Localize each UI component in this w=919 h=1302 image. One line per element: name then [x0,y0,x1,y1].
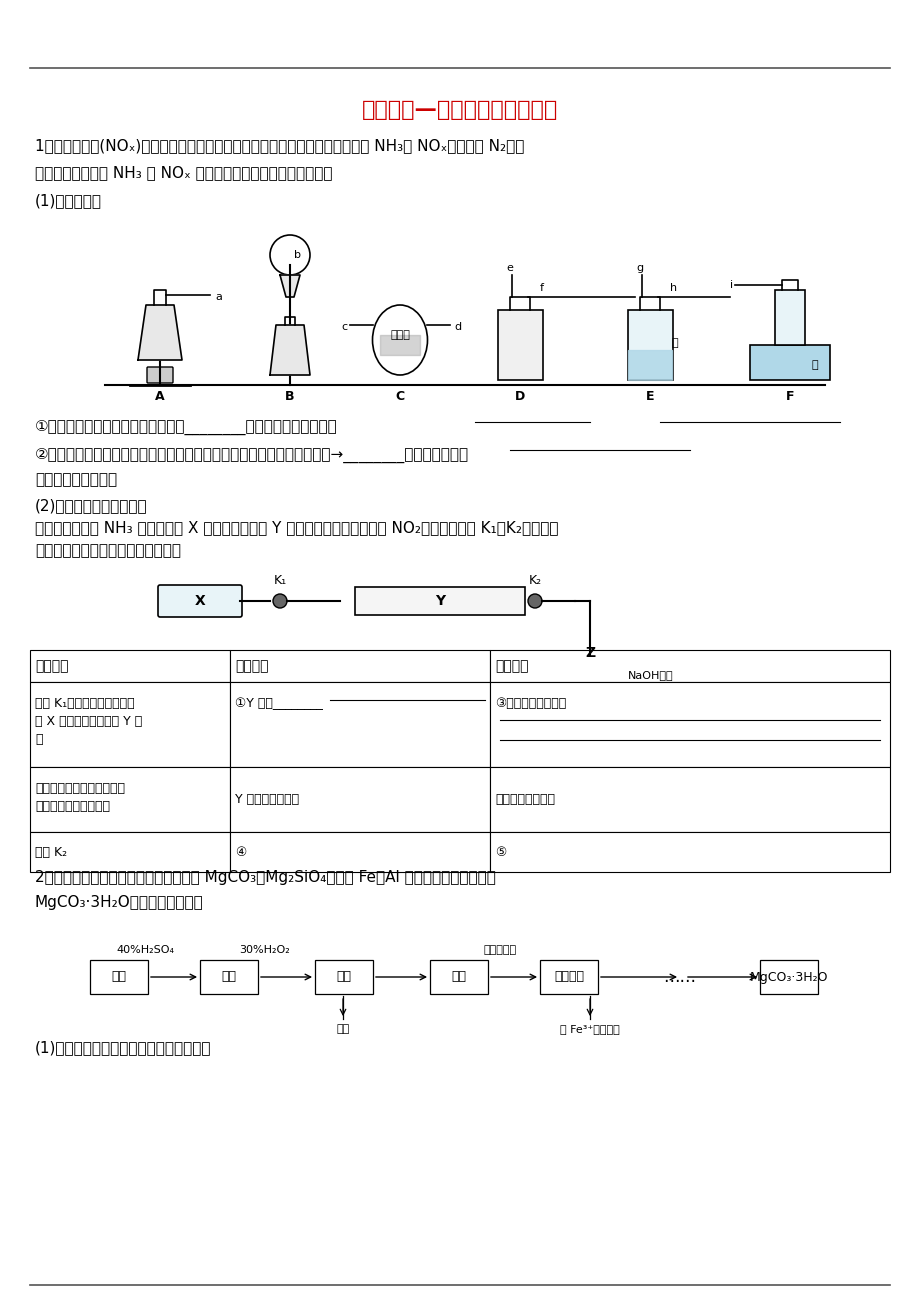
Bar [628,350,671,380]
Text: 滤渣: 滤渣 [336,1023,349,1034]
Text: 中: 中 [35,733,42,746]
Text: ②欲收集一瓶干燥的氨气，选择上图中的装置，其连接顺序为：发生装置→________（按气流方向，: ②欲收集一瓶干燥的氨气，选择上图中的装置，其连接顺序为：发生装置→_______… [35,448,469,464]
Text: 同学在实验室中对 NH₃ 与 NOₓ 反应进行了探究。回答下列问题：: 同学在实验室中对 NH₃ 与 NOₓ 反应进行了探究。回答下列问题： [35,165,332,180]
Circle shape [273,594,287,608]
Text: 有机萃取剂: 有机萃取剂 [482,945,516,954]
Text: 打开 K₁，推动注射器活塞，: 打开 K₁，推动注射器活塞， [35,697,134,710]
Text: MgCO₃·3H₂O。实验过程如下：: MgCO₃·3H₂O。实验过程如下： [35,894,203,910]
Bar [230,767,490,832]
Text: ……: …… [663,967,696,986]
Bar [230,832,490,872]
Text: 操作步骤: 操作步骤 [35,659,68,673]
Text: X: X [195,594,205,608]
Bar [774,290,804,345]
Text: C: C [395,391,404,404]
Bar [199,960,257,993]
Text: Y 管中有少量水珠: Y 管中有少量水珠 [234,793,299,806]
Bar [759,960,817,993]
Bar [628,350,673,380]
Bar [497,310,542,380]
Text: 1．氮的氧化物(NOₓ)是大气污染物之一，工业上在一定温度和催化剂条件下用 NH₃将 NOₓ还原生成 N₂。某: 1．氮的氧化物(NOₓ)是大气污染物之一，工业上在一定温度和催化剂条件下用 NH… [35,138,524,154]
Bar [490,832,889,872]
Text: 2．实验室以一种工业废渣（主要成分为 MgCO₃、Mg₂SiO₄和少量 Fe、Al 的氧化物）为原料制备: 2．实验室以一种工业废渣（主要成分为 MgCO₃、Mg₂SiO₄和少量 Fe、A… [35,870,495,885]
Text: 酸溶: 酸溶 [221,970,236,983]
Text: 使 X 中的气体缓慢通入 Y 管: 使 X 中的气体缓慢通入 Y 管 [35,715,142,728]
Bar [490,767,889,832]
Text: (1)氨气的制备: (1)氨气的制备 [35,193,102,208]
Text: ①氨气的发生装置可以选择上图中的________，反应的化学方程式为: ①氨气的发生装置可以选择上图中的________，反应的化学方程式为 [35,421,337,435]
Bar [230,682,490,767]
Bar [30,832,230,872]
Text: A: A [155,391,165,404]
Bar [560,655,624,695]
Circle shape [528,594,541,608]
Bar [30,682,230,767]
Text: d: d [453,322,460,332]
Text: 氧化: 氧化 [451,970,466,983]
Text: F: F [785,391,793,404]
Bar [30,767,230,832]
Text: f: f [539,283,543,293]
Text: 定，待装置恢复到室温: 定，待装置恢复到室温 [35,799,110,812]
Text: a: a [215,292,221,302]
Text: h: h [669,283,676,293]
Text: D: D [515,391,525,404]
Text: (2)氨气与二氧化氮的反应: (2)氨气与二氧化氮的反应 [35,497,147,513]
Text: ①Y 管中________: ①Y 管中________ [234,697,323,710]
Text: ⑤: ⑤ [494,845,505,858]
Text: 水: 水 [811,359,818,370]
Bar [490,682,889,767]
Text: 将注射器活塞退回原处并固: 将注射器活塞退回原处并固 [35,783,125,796]
Text: 打开 K₂: 打开 K₂ [35,845,67,858]
Text: b: b [294,250,301,260]
Text: 将上述收集到的 NH₃ 充入注射器 X 中，硬质玻璃管 Y 中加入少量催化剂，充入 NO₂（两端用夹子 K₁、K₂夹好）。: 将上述收集到的 NH₃ 充入注射器 X 中，硬质玻璃管 Y 中加入少量催化剂，充… [35,519,558,535]
Bar [539,960,597,993]
Text: 用小写字母表示）。: 用小写字母表示）。 [35,473,117,487]
FancyBboxPatch shape [147,367,173,383]
Text: 水: 水 [671,339,678,348]
Text: ③反应的化学方程式: ③反应的化学方程式 [494,697,565,710]
Bar [314,960,372,993]
Text: 础石灰: 础石灰 [390,329,410,340]
Text: Y: Y [435,594,445,608]
Text: K₁: K₁ [273,574,286,587]
Text: 40%H₂SO₄: 40%H₂SO₄ [116,945,174,954]
Bar [749,345,829,380]
Text: c: c [342,322,347,332]
Bar [429,960,487,993]
Bar [90,960,148,993]
Text: 含 Fe³⁺的有机相: 含 Fe³⁺的有机相 [560,1023,619,1034]
Text: MgCO₃·3H₂O: MgCO₃·3H₂O [749,970,827,983]
Text: 解释原因: 解释原因 [494,659,528,673]
Text: 化学实验—无机物的制备与性质: 化学实验—无机物的制备与性质 [361,100,558,120]
Text: 萃取分液: 萃取分液 [553,970,584,983]
Bar [490,650,889,682]
Polygon shape [279,275,300,297]
Polygon shape [269,326,310,375]
Text: (1)酸溶过程中主要反应的热化学方程式为: (1)酸溶过程中主要反应的热化学方程式为 [35,1040,211,1055]
Text: g: g [636,263,643,273]
Bar [230,650,490,682]
Text: 生成的气态水凝集: 生成的气态水凝集 [494,793,554,806]
Text: B: B [285,391,294,404]
Text: 30%H₂O₂: 30%H₂O₂ [239,945,290,954]
Text: NaOH溶液: NaOH溶液 [628,671,673,680]
Text: 实验现象: 实验现象 [234,659,268,673]
Text: E: E [645,391,653,404]
Bar [560,674,624,695]
Text: i: i [729,280,732,290]
Bar [355,587,525,615]
Text: e: e [506,263,513,273]
Text: Z: Z [584,646,595,660]
FancyBboxPatch shape [158,585,242,617]
Bar [30,650,230,682]
Text: K₂: K₂ [528,574,541,587]
Text: 在一定温度下按图示装置进行实验。: 在一定温度下按图示装置进行实验。 [35,543,181,559]
Polygon shape [138,305,182,359]
Text: 废渣: 废渣 [111,970,127,983]
Bar [628,310,673,380]
Text: 过滤: 过滤 [336,970,351,983]
Text: ④: ④ [234,845,246,858]
